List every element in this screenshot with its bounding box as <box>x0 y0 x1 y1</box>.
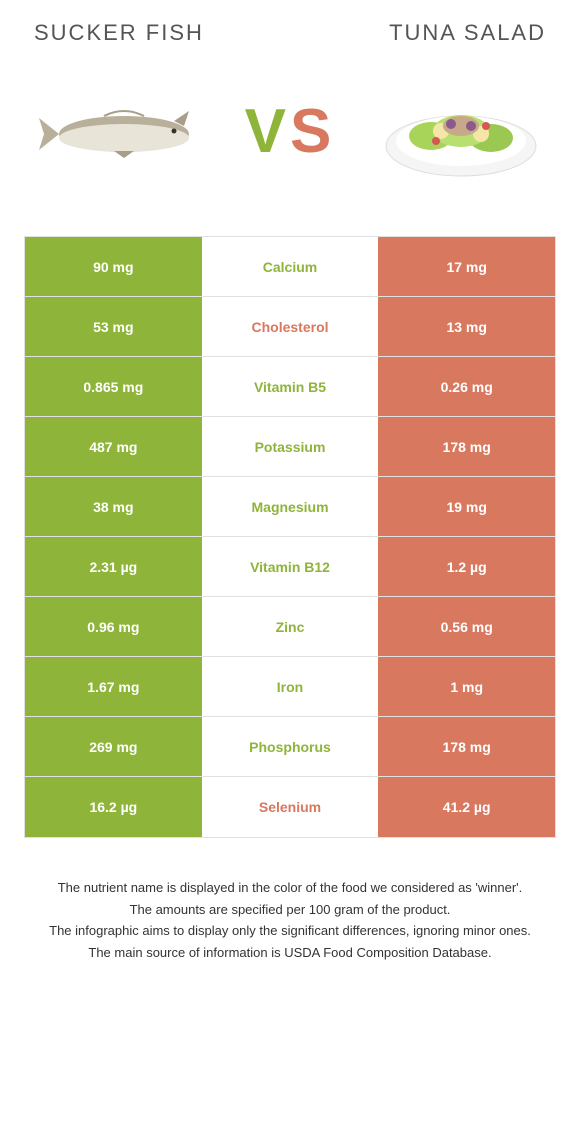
nutrient-table: 90 mgCalcium17 mg53 mgCholesterol13 mg0.… <box>24 236 556 838</box>
table-row: 38 mgMagnesium19 mg <box>25 477 555 537</box>
footer-line: The infographic aims to display only the… <box>34 921 546 941</box>
table-row: 53 mgCholesterol13 mg <box>25 297 555 357</box>
left-value-cell: 269 mg <box>25 717 202 776</box>
table-row: 0.96 mgZinc0.56 mg <box>25 597 555 657</box>
right-value-cell: 178 mg <box>378 717 555 776</box>
footer-line: The amounts are specified per 100 gram o… <box>34 900 546 920</box>
right-value-cell: 0.26 mg <box>378 357 555 416</box>
nutrient-label-cell: Phosphorus <box>202 717 379 776</box>
vs-v-letter: V <box>245 97 290 166</box>
right-food-image <box>376 76 546 186</box>
left-food-title: Sucker fish <box>34 20 204 46</box>
right-value-cell: 178 mg <box>378 417 555 476</box>
nutrient-label-cell: Zinc <box>202 597 379 656</box>
right-value-cell: 1.2 µg <box>378 537 555 596</box>
nutrient-label-cell: Vitamin B5 <box>202 357 379 416</box>
right-value-cell: 0.56 mg <box>378 597 555 656</box>
right-food-title: Tuna salad <box>389 20 546 46</box>
vs-s-letter: S <box>290 97 335 166</box>
left-value-cell: 90 mg <box>25 237 202 296</box>
footer-line: The nutrient name is displayed in the co… <box>34 878 546 898</box>
nutrient-label-cell: Vitamin B12 <box>202 537 379 596</box>
left-value-cell: 487 mg <box>25 417 202 476</box>
right-value-cell: 19 mg <box>378 477 555 536</box>
nutrient-label-cell: Iron <box>202 657 379 716</box>
table-row: 2.31 µgVitamin B121.2 µg <box>25 537 555 597</box>
hero-row: VS <box>24 76 556 186</box>
left-value-cell: 53 mg <box>25 297 202 356</box>
left-value-cell: 0.96 mg <box>25 597 202 656</box>
nutrient-label-cell: Magnesium <box>202 477 379 536</box>
footer-line: The main source of information is USDA F… <box>34 943 546 963</box>
nutrient-label-cell: Calcium <box>202 237 379 296</box>
table-row: 90 mgCalcium17 mg <box>25 237 555 297</box>
table-row: 487 mgPotassium178 mg <box>25 417 555 477</box>
fish-icon <box>34 96 204 166</box>
left-value-cell: 1.67 mg <box>25 657 202 716</box>
left-value-cell: 16.2 µg <box>25 777 202 837</box>
nutrient-label-cell: Potassium <box>202 417 379 476</box>
table-row: 1.67 mgIron1 mg <box>25 657 555 717</box>
vs-label: VS <box>245 96 336 167</box>
nutrient-label-cell: Cholesterol <box>202 297 379 356</box>
table-row: 0.865 mgVitamin B50.26 mg <box>25 357 555 417</box>
left-food-image <box>34 76 204 186</box>
table-row: 269 mgPhosphorus178 mg <box>25 717 555 777</box>
right-value-cell: 17 mg <box>378 237 555 296</box>
nutrient-label-cell: Selenium <box>202 777 379 837</box>
left-value-cell: 2.31 µg <box>25 537 202 596</box>
salad-icon <box>381 76 541 186</box>
left-value-cell: 38 mg <box>25 477 202 536</box>
right-value-cell: 41.2 µg <box>378 777 555 837</box>
left-value-cell: 0.865 mg <box>25 357 202 416</box>
table-row: 16.2 µgSelenium41.2 µg <box>25 777 555 837</box>
footer-notes: The nutrient name is displayed in the co… <box>24 878 556 962</box>
header: Sucker fish Tuna salad <box>24 20 556 46</box>
right-value-cell: 1 mg <box>378 657 555 716</box>
right-value-cell: 13 mg <box>378 297 555 356</box>
